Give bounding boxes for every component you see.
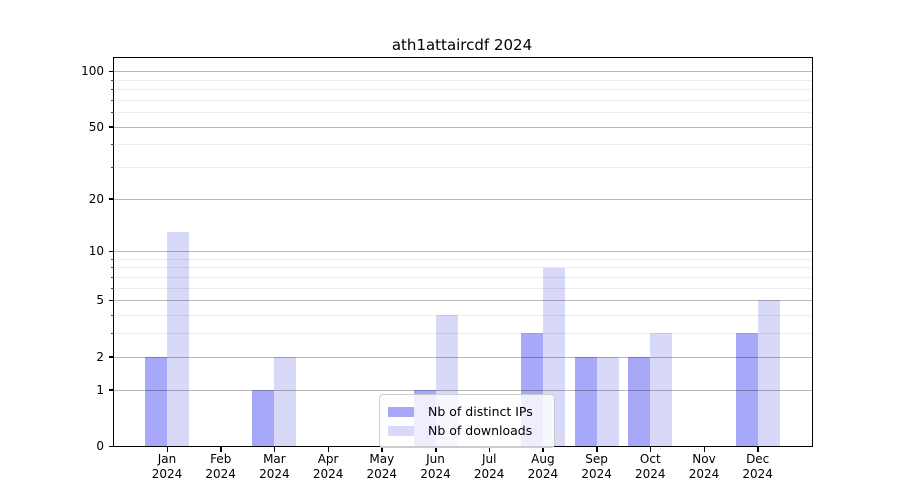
x-tick-mark bbox=[596, 446, 598, 452]
bar-downloads bbox=[167, 231, 189, 446]
gridline-minor bbox=[114, 99, 812, 101]
legend-label-distinct-ips: Nb of distinct IPs bbox=[428, 404, 533, 419]
y-tick-label: 20 bbox=[88, 191, 104, 206]
y-minor-tick-mark bbox=[111, 333, 114, 335]
x-tick-label: Jun 2024 bbox=[420, 452, 451, 481]
y-tick-mark bbox=[109, 126, 114, 128]
bar-distinct-ips bbox=[145, 356, 167, 446]
x-tick-label: Sep 2024 bbox=[581, 452, 612, 481]
y-tick-label: 2 bbox=[96, 349, 104, 364]
chart-title: ath1attaircdf 2024 bbox=[391, 36, 533, 54]
bar-distinct-ips bbox=[628, 356, 651, 446]
y-tick-label: 1 bbox=[96, 382, 104, 397]
bar-downloads bbox=[274, 356, 297, 446]
x-tick-label: Oct 2024 bbox=[635, 452, 666, 481]
y-tick-mark bbox=[109, 70, 114, 73]
y-tick-label: 50 bbox=[88, 119, 104, 134]
x-tick-label: Apr 2024 bbox=[312, 452, 344, 481]
plot-area: Nb of distinct IPs Nb of downloads 0 1 2 5 1… bbox=[81, 57, 813, 481]
x-tick-label: Nov 2024 bbox=[688, 452, 720, 481]
x-tick-mark bbox=[488, 446, 491, 452]
gridline-minor bbox=[114, 287, 812, 289]
y-minor-tick-mark bbox=[111, 267, 114, 269]
gridline-minor bbox=[114, 315, 812, 317]
gridline-minor bbox=[114, 277, 812, 279]
legend: Nb of distinct IPs Nb of downloads bbox=[379, 394, 555, 448]
x-tick-mark bbox=[327, 446, 330, 452]
bar-distinct-ips bbox=[735, 333, 758, 446]
y-minor-tick-mark bbox=[111, 315, 114, 317]
x-tick-mark bbox=[542, 446, 544, 452]
gridline-minor bbox=[114, 144, 812, 146]
x-tick-label: Mar 2024 bbox=[259, 452, 290, 481]
x-tick-label: Feb 2024 bbox=[205, 452, 236, 481]
gridline-major bbox=[114, 126, 812, 128]
x-tick-mark bbox=[757, 446, 759, 452]
y-minor-tick-mark bbox=[111, 99, 114, 101]
bar-downloads bbox=[757, 300, 780, 446]
y-tick-label: 5 bbox=[96, 293, 104, 308]
y-minor-tick-mark bbox=[111, 287, 114, 289]
y-tick-mark bbox=[109, 389, 114, 391]
legend-item-downloads: Nb of downloads bbox=[388, 421, 546, 440]
bar-distinct-ips bbox=[574, 356, 597, 446]
gridline-major bbox=[114, 389, 812, 391]
x-tick-mark bbox=[166, 446, 168, 452]
bar-distinct-ips bbox=[252, 389, 275, 446]
legend-swatch-downloads-icon bbox=[388, 425, 414, 436]
y-minor-tick-mark bbox=[111, 79, 114, 81]
x-tick-label: Jul 2024 bbox=[473, 452, 505, 481]
y-tick-label: 0 bbox=[96, 439, 104, 453]
y-tick-mark bbox=[109, 356, 114, 358]
y-minor-tick-mark bbox=[111, 167, 114, 168]
gridline-minor bbox=[114, 88, 812, 90]
gridline-minor bbox=[114, 167, 812, 168]
y-tick-label: 100 bbox=[81, 64, 104, 79]
bar-downloads bbox=[650, 333, 673, 446]
gridline-major bbox=[114, 300, 812, 302]
y-minor-tick-mark bbox=[111, 88, 114, 90]
gridline-major bbox=[114, 356, 812, 358]
y-tick-mark bbox=[109, 299, 114, 302]
x-tick-mark bbox=[703, 446, 705, 452]
legend-label-downloads: Nb of downloads bbox=[428, 423, 533, 438]
x-tick-label: Dec 2024 bbox=[742, 452, 773, 481]
y-minor-tick-mark bbox=[111, 144, 114, 146]
gridline-major bbox=[114, 71, 812, 73]
gridline-major bbox=[114, 198, 812, 200]
gridline-minor bbox=[114, 333, 812, 335]
x-tick-mark bbox=[649, 446, 652, 452]
y-minor-tick-mark bbox=[111, 258, 114, 260]
bar-downloads bbox=[596, 356, 619, 446]
gridline-major bbox=[114, 251, 812, 253]
y-tick-label: 10 bbox=[88, 244, 104, 259]
y-tick-mark bbox=[109, 198, 114, 200]
x-tick-mark bbox=[273, 446, 276, 452]
x-tick-label: May 2024 bbox=[366, 452, 398, 481]
gridline-minor bbox=[114, 267, 812, 269]
gridline-minor bbox=[114, 79, 812, 81]
y-tick-mark bbox=[109, 250, 114, 253]
legend-item-distinct-ips: Nb of distinct IPs bbox=[388, 402, 546, 421]
x-tick-mark bbox=[220, 446, 222, 452]
gridline-minor bbox=[114, 258, 812, 260]
x-tick-label: Aug 2024 bbox=[527, 452, 559, 481]
gridline-minor bbox=[114, 112, 812, 114]
y-minor-tick-mark bbox=[111, 112, 114, 114]
x-tick-mark bbox=[381, 446, 383, 452]
y-tick-mark bbox=[109, 445, 114, 447]
x-tick-mark bbox=[435, 446, 437, 452]
legend-swatch-distinct-ips-icon bbox=[388, 406, 414, 417]
x-tick-label: Jan 2024 bbox=[151, 452, 183, 481]
y-minor-tick-mark bbox=[111, 277, 114, 279]
